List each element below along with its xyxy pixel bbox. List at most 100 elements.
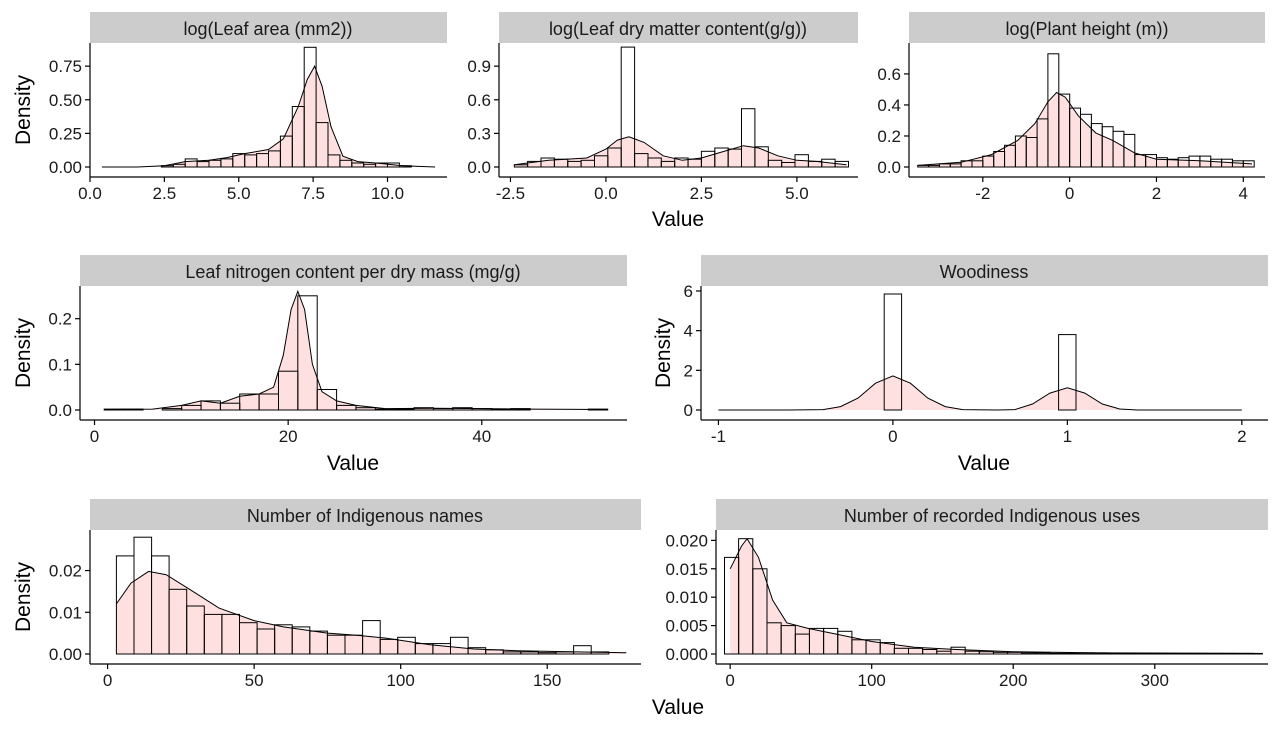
panel-indigenous-names: Number of Indigenous names 0 50 100 150 0.00… bbox=[12, 499, 641, 690]
y-tick-label: 0.6 bbox=[877, 65, 901, 84]
y-axis-title-leaf-nitrogen: Density bbox=[12, 317, 35, 388]
density-curve bbox=[718, 375, 1242, 411]
y-axis-title-woodiness: Density bbox=[652, 317, 675, 388]
x-tick-label: 40 bbox=[472, 427, 491, 446]
x-tick-label: 0 bbox=[103, 671, 112, 690]
x-axis-title-row1: Value bbox=[652, 208, 704, 231]
y-tick-label: 0.015 bbox=[665, 560, 708, 579]
x-tick-label: 200 bbox=[999, 671, 1027, 690]
histogram-bar bbox=[834, 160, 849, 168]
strip-title-woodiness: Woodiness bbox=[940, 262, 1029, 282]
y-tick-label: 4 bbox=[684, 322, 693, 341]
x-tick-label: 7.5 bbox=[301, 184, 325, 203]
y-tick-label: 0.25 bbox=[49, 124, 82, 143]
x-axis-title-woodiness: Value bbox=[958, 452, 1010, 475]
panel-leaf-dry-matter: log(Leaf dry matter content(g/g)) -2.5 0.… bbox=[467, 12, 858, 231]
density-curve bbox=[729, 537, 1254, 654]
histogram-bar bbox=[1242, 160, 1255, 168]
histogram-bar bbox=[315, 122, 329, 168]
x-tick-label: 2.5 bbox=[690, 184, 714, 203]
y-tick-label: 0 bbox=[684, 401, 693, 420]
histogram-bar bbox=[741, 108, 756, 168]
histogram-bar bbox=[303, 46, 317, 168]
y-axis-title-leaf-area: Density bbox=[12, 74, 35, 145]
x-tick-label: 2.5 bbox=[153, 184, 177, 203]
y-tick-label: 0.6 bbox=[467, 91, 491, 110]
strip-title-leaf-dry-matter: log(Leaf dry matter content(g/g)) bbox=[549, 19, 807, 39]
y-tick-label: 0.9 bbox=[467, 57, 491, 76]
density-area bbox=[514, 136, 847, 167]
x-tick-label: 0 bbox=[1065, 184, 1074, 203]
y-axis-title-indigenous-names: Density bbox=[12, 561, 35, 632]
histogram-bar bbox=[754, 146, 769, 168]
x-tick-label: 2 bbox=[1152, 184, 1161, 203]
x-tick-label: -2 bbox=[975, 184, 990, 203]
y-tick-label: 0.005 bbox=[665, 617, 708, 636]
y-tick-label: 0.02 bbox=[49, 562, 82, 581]
panel-woodiness: Woodiness -1 0 1 2 0 2 4 6 Density Value bbox=[652, 255, 1268, 475]
x-tick-label: 0.0 bbox=[594, 184, 618, 203]
x-tick-label: 10.0 bbox=[371, 184, 404, 203]
x-tick-label: 0 bbox=[725, 671, 734, 690]
histogram-bar bbox=[950, 646, 966, 655]
plot-area-leaf-nitrogen: 0 20 40 0.0 0.1 0.2 bbox=[48, 286, 627, 446]
x-tick-label: 5.0 bbox=[227, 184, 251, 203]
histogram-bar bbox=[316, 389, 338, 411]
x-tick-label: 5.0 bbox=[785, 184, 809, 203]
histogram-bar bbox=[1063, 652, 1079, 655]
panel-indigenous-uses: Number of recorded Indigenous uses 0 100 2… bbox=[665, 499, 1268, 690]
histogram-bar bbox=[1106, 652, 1122, 655]
y-tick-label: 0.010 bbox=[665, 588, 708, 607]
y-tick-label: 0.000 bbox=[665, 645, 708, 664]
histogram-bar bbox=[394, 408, 415, 411]
histogram-bar bbox=[883, 293, 903, 411]
strip-title-indigenous-uses: Number of recorded Indigenous uses bbox=[844, 506, 1140, 526]
y-tick-label: 0.2 bbox=[877, 127, 901, 146]
density-curve bbox=[514, 136, 847, 166]
plot-area-indigenous-names: 0 50 100 150 0.00 0.01 0.02 bbox=[49, 530, 641, 690]
y-tick-label: 0.0 bbox=[877, 158, 901, 177]
strip-indigenous-names bbox=[90, 499, 641, 530]
panel-plant-height: log(Plant height (m)) -2 0 2 4 0.0 0.2 0.4 0.6 bbox=[877, 12, 1265, 203]
density-area bbox=[116, 571, 627, 654]
plot-area-plant-height: -2 0 2 4 0.0 0.2 0.4 0.6 bbox=[877, 43, 1265, 203]
plot-area-leaf-dry-matter: -2.5 0.0 2.5 5.0 0.0 0.3 0.6 0.9 bbox=[467, 43, 858, 203]
strip-leaf-nitrogen bbox=[80, 255, 627, 286]
x-tick-label: 150 bbox=[533, 671, 561, 690]
strip-title-plant-height: log(Plant height (m)) bbox=[1005, 19, 1168, 39]
x-tick-label: -1 bbox=[711, 427, 726, 446]
density-curve bbox=[917, 91, 1253, 166]
panel-leaf-area: log(Leaf area (mm2)) 0.0 2.5 5.0 7.5 10.00.0… bbox=[12, 12, 447, 203]
histogram-bar bbox=[450, 636, 469, 655]
y-tick-label: 0.3 bbox=[467, 124, 491, 143]
histogram-bar bbox=[573, 645, 592, 655]
x-tick-label: 20 bbox=[279, 427, 298, 446]
y-tick-label: 0.00 bbox=[49, 645, 82, 664]
x-tick-label: 300 bbox=[1141, 671, 1169, 690]
x-axis-title-leaf-nitrogen: Value bbox=[327, 452, 379, 475]
strip-leaf-area bbox=[90, 12, 447, 43]
density-area bbox=[104, 291, 608, 410]
panel-leaf-nitrogen: Leaf nitrogen content per dry mass (mg/g… bbox=[12, 255, 627, 475]
x-tick-label: 50 bbox=[245, 671, 264, 690]
y-tick-label: 0.75 bbox=[49, 57, 82, 76]
y-tick-label: 0.0 bbox=[467, 158, 491, 177]
strip-woodiness bbox=[701, 255, 1268, 286]
histogram-bar bbox=[297, 295, 318, 411]
y-tick-label: 0.01 bbox=[49, 603, 82, 622]
y-tick-label: 0.1 bbox=[48, 355, 72, 374]
density-area bbox=[730, 538, 1254, 654]
y-tick-label: 0.00 bbox=[49, 158, 82, 177]
y-tick-label: 0.2 bbox=[48, 310, 72, 329]
y-tick-label: 0.50 bbox=[49, 91, 82, 110]
x-tick-label: -2.5 bbox=[496, 184, 525, 203]
histogram-bar bbox=[374, 408, 396, 411]
plot-area-woodiness: -1 0 1 2 0 2 4 6 bbox=[684, 282, 1268, 446]
y-tick-label: 6 bbox=[684, 282, 693, 301]
strip-title-indigenous-names: Number of Indigenous names bbox=[247, 506, 483, 526]
density-curve bbox=[104, 289, 608, 410]
y-tick-label: 0.0 bbox=[48, 401, 72, 420]
x-tick-label: 4 bbox=[1239, 184, 1248, 203]
strip-indigenous-uses bbox=[716, 499, 1268, 530]
